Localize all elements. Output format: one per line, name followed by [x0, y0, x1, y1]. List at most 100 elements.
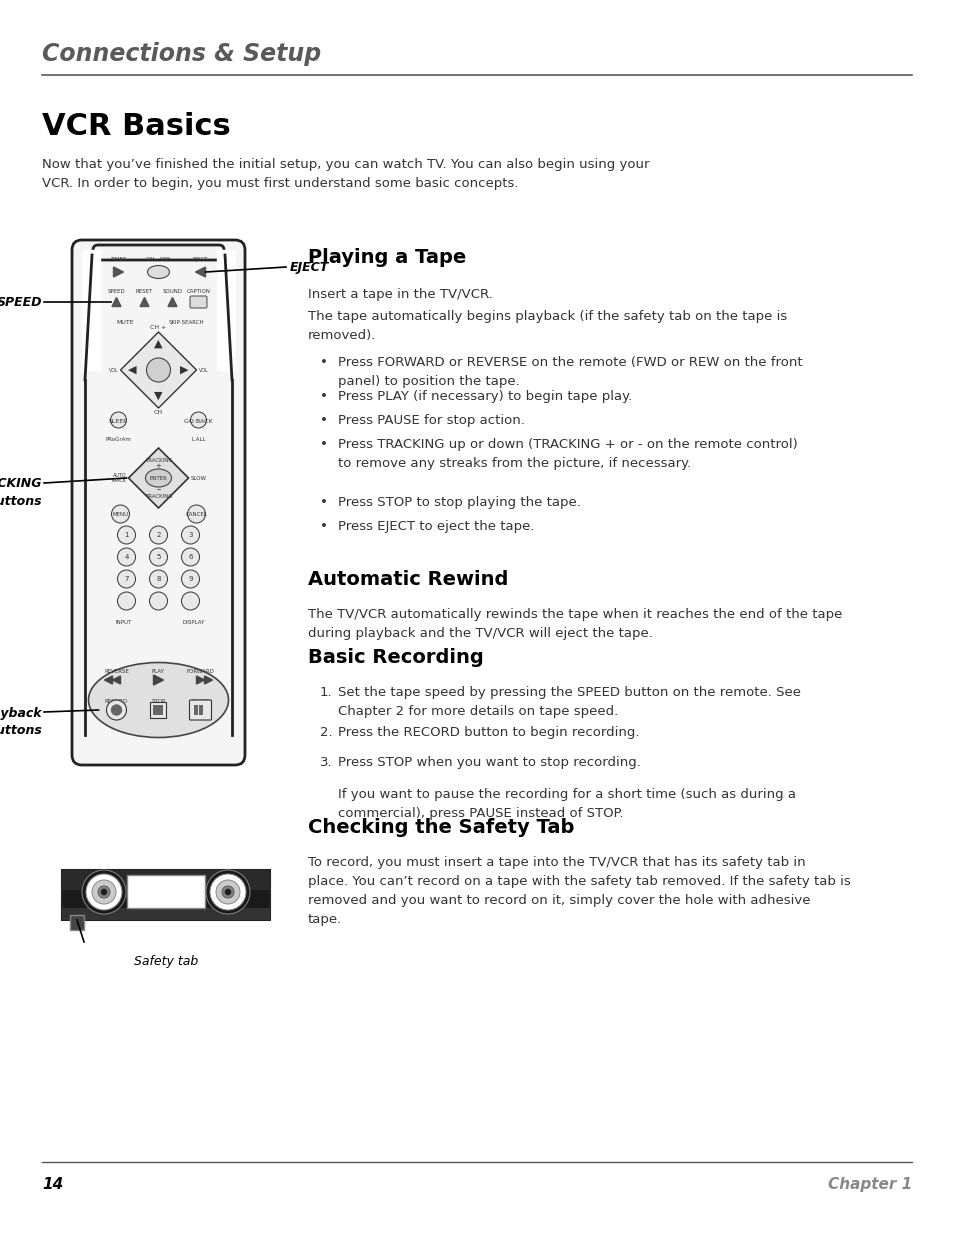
Text: MUTE: MUTE: [116, 321, 134, 326]
Text: 3.: 3.: [319, 756, 333, 769]
Text: Press PLAY (if necessary) to begin tape play.: Press PLAY (if necessary) to begin tape …: [337, 390, 632, 403]
Text: Safety tab: Safety tab: [133, 955, 198, 968]
Text: INPUT: INPUT: [115, 620, 132, 625]
Text: EJECT: EJECT: [290, 261, 329, 273]
Circle shape: [98, 885, 110, 898]
Text: 1.: 1.: [319, 685, 333, 699]
Text: SPEED: SPEED: [0, 295, 42, 309]
Polygon shape: [153, 676, 163, 685]
FancyBboxPatch shape: [190, 296, 207, 308]
Circle shape: [188, 505, 205, 522]
Text: MENU: MENU: [112, 511, 129, 516]
FancyBboxPatch shape: [62, 869, 270, 890]
Circle shape: [107, 700, 127, 720]
Text: ENTER: ENTER: [150, 475, 168, 480]
Text: 1: 1: [124, 532, 129, 538]
Circle shape: [117, 571, 135, 588]
Text: REVERSE: REVERSE: [104, 669, 129, 674]
Text: 4: 4: [124, 555, 129, 559]
Text: CAPTION: CAPTION: [186, 289, 211, 294]
FancyBboxPatch shape: [153, 705, 163, 715]
Text: If you want to pause the recording for a short time (such as during a
commercial: If you want to pause the recording for a…: [337, 788, 795, 820]
Text: STOP: STOP: [152, 699, 166, 704]
Circle shape: [112, 705, 121, 715]
Text: 3: 3: [188, 532, 193, 538]
Circle shape: [91, 881, 116, 904]
Circle shape: [117, 526, 135, 543]
Text: 8: 8: [156, 576, 161, 582]
Polygon shape: [105, 676, 112, 684]
Circle shape: [225, 889, 231, 895]
Polygon shape: [140, 298, 149, 306]
Text: Connections & Setup: Connections & Setup: [42, 42, 321, 65]
Text: Playback
buttons: Playback buttons: [0, 706, 42, 737]
Text: ◀: ◀: [128, 366, 136, 375]
Text: ▲: ▲: [154, 338, 163, 350]
Text: TRACKING
+/- buttons: TRACKING +/- buttons: [0, 477, 42, 508]
Circle shape: [150, 571, 168, 588]
Polygon shape: [113, 267, 123, 277]
Text: SKIP·SEARCH: SKIP·SEARCH: [169, 321, 204, 326]
Circle shape: [215, 881, 240, 904]
Text: VOL: VOL: [109, 368, 118, 373]
Circle shape: [191, 412, 206, 429]
Text: SOUND: SOUND: [162, 289, 182, 294]
Circle shape: [181, 548, 199, 566]
Text: Chapter 1: Chapter 1: [827, 1177, 911, 1192]
Text: Checking the Safety Tab: Checking the Safety Tab: [308, 818, 574, 837]
Circle shape: [150, 592, 168, 610]
Text: 9: 9: [188, 576, 193, 582]
Polygon shape: [216, 249, 234, 370]
Polygon shape: [196, 676, 204, 684]
Circle shape: [181, 571, 199, 588]
Text: •: •: [319, 496, 328, 509]
Text: DISPLAY: DISPLAY: [182, 620, 205, 625]
Text: Press EJECT to eject the tape.: Press EJECT to eject the tape.: [337, 520, 534, 534]
Circle shape: [117, 548, 135, 566]
Text: PAUSE: PAUSE: [192, 699, 209, 704]
Ellipse shape: [146, 469, 172, 487]
FancyBboxPatch shape: [190, 700, 212, 720]
Text: Insert a tape in the TV/VCR.: Insert a tape in the TV/VCR.: [308, 288, 493, 301]
Ellipse shape: [148, 266, 170, 279]
Text: RECORD: RECORD: [105, 699, 128, 704]
Text: VOL: VOL: [198, 368, 208, 373]
Text: Playing a Tape: Playing a Tape: [308, 248, 466, 267]
Text: Now that you’ve finished the initial setup, you can watch TV. You can also begin: Now that you’ve finished the initial set…: [42, 158, 649, 190]
Text: ON · OFF: ON · OFF: [146, 257, 171, 262]
Circle shape: [181, 526, 199, 543]
Text: 5: 5: [156, 555, 160, 559]
Text: •: •: [319, 438, 328, 451]
Text: RESET: RESET: [135, 289, 153, 294]
Polygon shape: [204, 676, 213, 684]
FancyBboxPatch shape: [71, 240, 245, 764]
Circle shape: [111, 412, 127, 429]
Text: –: –: [156, 485, 160, 494]
Text: •: •: [319, 356, 328, 369]
Text: TRACKING: TRACKING: [145, 457, 172, 462]
Text: The TV/VCR automatically rewinds the tape when it reaches the end of the tape
du: The TV/VCR automatically rewinds the tap…: [308, 608, 841, 640]
FancyBboxPatch shape: [127, 876, 205, 908]
Text: PLAY: PLAY: [152, 669, 165, 674]
Circle shape: [82, 869, 126, 914]
Text: 2.: 2.: [319, 726, 333, 739]
Text: TIMER: TIMER: [111, 257, 127, 262]
Text: AUTO
TRACK: AUTO TRACK: [111, 473, 127, 483]
Text: 7: 7: [124, 576, 129, 582]
Text: +: +: [155, 463, 161, 469]
Text: VCR Basics: VCR Basics: [42, 112, 231, 141]
Text: Automatic Rewind: Automatic Rewind: [308, 571, 508, 589]
Text: To record, you must insert a tape into the TV/VCR that has its safety tab in
pla: To record, you must insert a tape into t…: [308, 856, 850, 926]
Text: Press TRACKING up or down (TRACKING + or - on the remote control)
to remove any : Press TRACKING up or down (TRACKING + or…: [337, 438, 797, 471]
FancyBboxPatch shape: [62, 869, 270, 920]
Polygon shape: [129, 448, 189, 508]
Text: Set the tape speed by pressing the SPEED button on the remote. See
Chapter 2 for: Set the tape speed by pressing the SPEED…: [337, 685, 801, 718]
Text: 14: 14: [42, 1177, 63, 1192]
Ellipse shape: [89, 662, 229, 737]
Text: Press the RECORD button to begin recording.: Press the RECORD button to begin recordi…: [337, 726, 639, 739]
Text: SPEED: SPEED: [108, 289, 125, 294]
FancyBboxPatch shape: [62, 908, 270, 920]
Text: 6: 6: [188, 555, 193, 559]
FancyBboxPatch shape: [199, 705, 203, 715]
Text: L.ALL: L.ALL: [191, 437, 206, 442]
